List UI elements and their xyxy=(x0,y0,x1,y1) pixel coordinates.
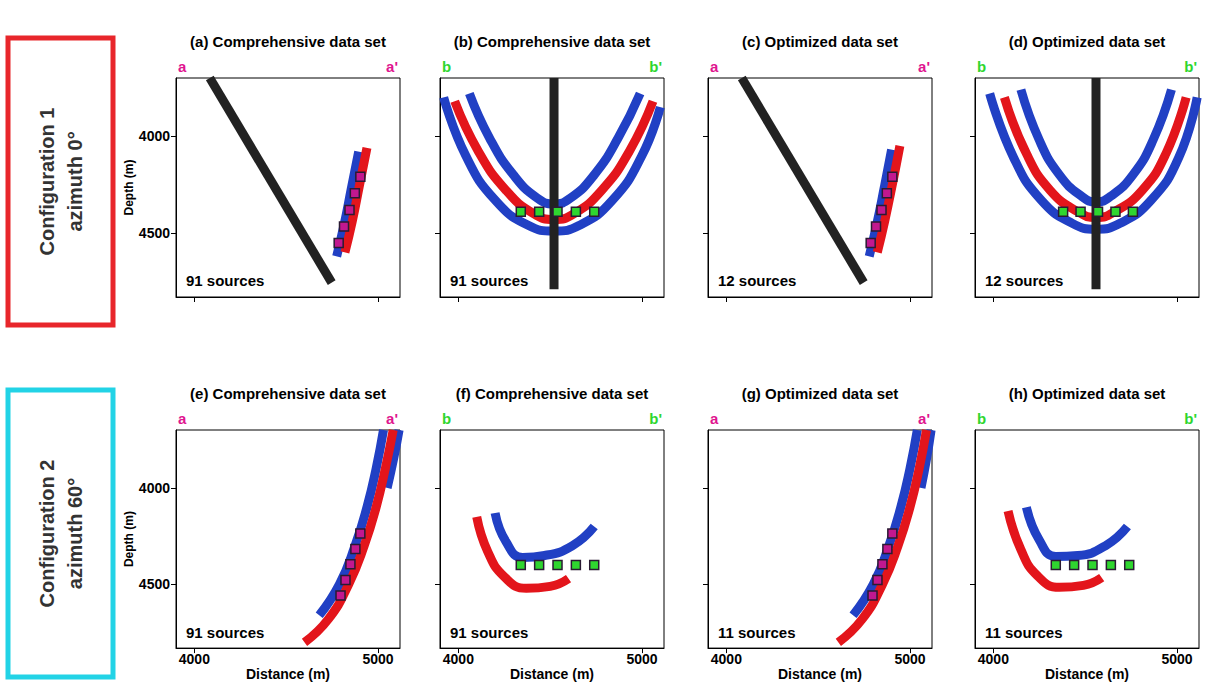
svg-text:5000: 5000 xyxy=(1161,651,1192,667)
svg-text:4000: 4000 xyxy=(443,651,474,667)
svg-text:11 sources: 11 sources xyxy=(985,624,1063,641)
svg-text:Configuration 1: Configuration 1 xyxy=(36,108,58,256)
svg-text:4500: 4500 xyxy=(139,576,170,592)
svg-text:Distance (m): Distance (m) xyxy=(510,666,594,682)
svg-text:(a) Comprehensive data set: (a) Comprehensive data set xyxy=(190,33,386,50)
svg-text:Configuration 2: Configuration 2 xyxy=(36,460,58,608)
svg-text:(c) Optimized data set: (c) Optimized data set xyxy=(742,33,898,50)
svg-text:91 sources: 91 sources xyxy=(186,624,264,641)
svg-text:a: a xyxy=(710,410,719,427)
svg-text:b: b xyxy=(442,410,451,427)
svg-text:(f) Comprehensive data set: (f) Comprehensive data set xyxy=(456,385,649,402)
svg-text:b': b' xyxy=(1184,410,1197,427)
svg-text:b: b xyxy=(977,410,986,427)
svg-text:Distance (m): Distance (m) xyxy=(778,666,862,682)
svg-text:b: b xyxy=(442,58,451,75)
svg-text:a': a' xyxy=(386,58,398,75)
svg-text:4000: 4000 xyxy=(139,480,170,496)
svg-text:b': b' xyxy=(649,410,662,427)
svg-text:(e) Comprehensive data set: (e) Comprehensive data set xyxy=(190,385,386,402)
svg-text:azimuth 0°: azimuth 0° xyxy=(64,131,86,231)
svg-text:4000: 4000 xyxy=(711,651,742,667)
svg-text:(h) Optimized data set: (h) Optimized data set xyxy=(1009,385,1166,402)
svg-text:b: b xyxy=(977,58,986,75)
svg-text:a': a' xyxy=(386,410,398,427)
svg-text:91 sources: 91 sources xyxy=(186,272,264,289)
svg-text:a: a xyxy=(178,58,187,75)
svg-text:b': b' xyxy=(649,58,662,75)
svg-text:12 sources: 12 sources xyxy=(985,272,1063,289)
svg-text:a': a' xyxy=(918,410,930,427)
svg-text:91 sources: 91 sources xyxy=(450,624,528,641)
svg-text:5000: 5000 xyxy=(626,651,657,667)
svg-text:4000: 4000 xyxy=(179,651,210,667)
svg-text:Depth (m): Depth (m) xyxy=(122,511,136,567)
svg-text:5000: 5000 xyxy=(894,651,925,667)
svg-text:4000: 4000 xyxy=(139,128,170,144)
svg-text:(b) Comprehensive data set: (b) Comprehensive data set xyxy=(454,33,651,50)
svg-text:azimuth 60°: azimuth 60° xyxy=(64,478,86,589)
svg-text:a: a xyxy=(710,58,719,75)
svg-text:4500: 4500 xyxy=(139,225,170,241)
svg-text:4000: 4000 xyxy=(978,651,1009,667)
svg-text:a: a xyxy=(178,410,187,427)
svg-text:12 sources: 12 sources xyxy=(718,272,796,289)
svg-text:91 sources: 91 sources xyxy=(450,272,528,289)
svg-text:(d) Optimized data set: (d) Optimized data set xyxy=(1009,33,1166,50)
svg-text:Distance (m): Distance (m) xyxy=(1045,666,1129,682)
svg-text:11 sources: 11 sources xyxy=(718,624,796,641)
svg-text:5000: 5000 xyxy=(362,651,393,667)
svg-text:b': b' xyxy=(1184,58,1197,75)
svg-text:(g) Optimized data set: (g) Optimized data set xyxy=(742,385,899,402)
svg-text:a': a' xyxy=(918,58,930,75)
svg-text:Distance (m): Distance (m) xyxy=(246,666,330,682)
svg-text:Depth (m): Depth (m) xyxy=(122,160,136,216)
